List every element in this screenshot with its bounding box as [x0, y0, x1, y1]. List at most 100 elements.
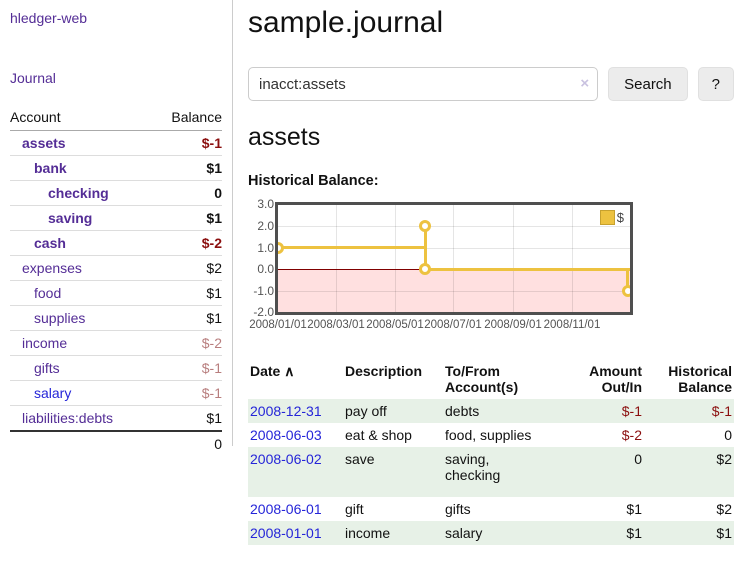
account-link-supplies[interactable]: supplies: [34, 310, 86, 326]
account-link-gifts[interactable]: gifts: [34, 360, 60, 376]
balance-header-line1: Historical: [668, 363, 732, 379]
register-header-accounts: To/From Account(s): [443, 359, 573, 399]
account-link-liabilities-debts[interactable]: liabilities:debts: [22, 410, 114, 426]
transaction-date-link[interactable]: 2008-06-01: [250, 501, 322, 517]
legend-label: $: [616, 210, 624, 225]
account-link-salary[interactable]: salary: [34, 385, 72, 401]
register-header-description: Description: [345, 363, 423, 379]
account-balance-bank: $1: [152, 155, 222, 181]
accounts-header-line2: Account(s): [445, 379, 519, 395]
chart-legend: $: [599, 210, 624, 225]
x-tick-label: 2008/01/01: [249, 319, 307, 331]
transaction-amount: $-2: [621, 427, 642, 443]
data-point-marker: [622, 285, 630, 297]
transaction-amount: 0: [573, 447, 644, 497]
account-row-saving: saving $1: [10, 205, 222, 231]
y-tick-label: -1.0: [253, 284, 274, 298]
x-tick-label: 2008/05/01: [366, 319, 424, 331]
gridline: [278, 248, 630, 249]
accounts-total-row: 0: [10, 430, 222, 456]
register-row: 2008-06-03 eat & shop food, supplies $-2…: [248, 423, 734, 447]
transaction-amount: $1: [573, 521, 644, 545]
account-balance-income: $-2: [152, 330, 222, 356]
account-row-liabilities-debts: liabilities:debts $1: [10, 405, 222, 431]
clear-search-icon[interactable]: ×: [580, 75, 590, 92]
register-row: 2008-06-01 gift gifts $1 $2: [248, 497, 734, 521]
accounts-header-line1: To/From: [445, 363, 500, 379]
account-row-expenses: expenses $2: [10, 255, 222, 281]
account-row-supplies: supplies $1: [10, 305, 222, 331]
register-header-date[interactable]: Date ∧: [248, 359, 343, 399]
account-balance-food: $1: [152, 280, 222, 306]
register-table: Date ∧ Description To/From Account(s) Am…: [248, 359, 734, 545]
account-link-food[interactable]: food: [34, 285, 62, 301]
sidebar: hledger-web Journal Account Balance asse…: [0, 0, 233, 456]
transaction-date-link[interactable]: 2008-06-02: [250, 451, 322, 467]
sidebar-item-journal[interactable]: Journal: [10, 70, 56, 86]
amount-header-line1: Amount: [589, 363, 642, 379]
transaction-description: gift: [345, 501, 364, 517]
account-row-gifts: gifts $-1: [10, 355, 222, 381]
balance-header-line2: Balance: [678, 379, 732, 395]
accounts-header-row: Account Balance: [10, 104, 222, 131]
data-point-marker: [419, 263, 431, 275]
transaction-amount: $-1: [573, 399, 644, 423]
account-balance-assets: $-1: [201, 135, 222, 151]
transaction-balance: $2: [716, 501, 732, 517]
chart-heading: Historical Balance:: [248, 173, 379, 189]
accounts-header-balance: Balance: [152, 104, 222, 131]
series-segment: [626, 268, 629, 294]
x-tick-label: 2008/09/01: [484, 319, 542, 331]
accounts-total-value: 0: [152, 430, 222, 456]
legend-swatch-icon: [599, 210, 615, 225]
account-link-cash[interactable]: cash: [34, 235, 66, 251]
data-point-marker: [419, 220, 431, 232]
account-balance-liabilities-debts: $1: [152, 405, 222, 431]
account-link-assets[interactable]: assets: [22, 135, 66, 151]
transaction-date-link[interactable]: 2008-06-03: [250, 427, 322, 443]
transaction-accounts: saving, checking: [443, 447, 573, 497]
account-heading: assets: [248, 123, 321, 151]
chart-plot-area: $: [275, 202, 633, 315]
account-row-cash: cash $-2: [10, 230, 222, 256]
account-balance-salary: $-1: [152, 380, 222, 406]
help-button[interactable]: ?: [697, 67, 734, 101]
negative-region: [278, 270, 630, 312]
y-tick-label: 0.0: [257, 262, 274, 276]
account-link-expenses[interactable]: expenses: [22, 260, 82, 276]
account-balance-cash: $-2: [152, 230, 222, 256]
account-link-checking[interactable]: checking: [48, 185, 109, 201]
account-balance-expenses: $2: [152, 255, 222, 281]
search-input[interactable]: [248, 67, 599, 101]
account-link-saving[interactable]: saving: [48, 210, 93, 226]
account-link-income[interactable]: income: [22, 335, 68, 351]
gridline: [336, 205, 337, 312]
account-row-checking: checking 0: [10, 180, 222, 206]
transaction-accounts: food, supplies: [445, 427, 532, 443]
register-row: 2008-06-02 save saving, checking 0 $2: [248, 447, 734, 497]
transaction-accounts: debts: [443, 399, 573, 423]
account-row-assets: assets $-1: [10, 131, 222, 156]
transaction-date-link[interactable]: 2008-12-31: [250, 403, 322, 419]
amount-header-line2: Out/In: [601, 379, 642, 395]
account-link-bank[interactable]: bank: [34, 160, 67, 176]
transaction-date-link[interactable]: 2008-01-01: [250, 525, 322, 541]
register-header-row: Date ∧ Description To/From Account(s) Am…: [248, 359, 734, 399]
gridline: [513, 205, 514, 312]
search-button[interactable]: Search: [608, 67, 688, 101]
transaction-balance: $2: [644, 447, 734, 497]
gridline: [395, 205, 396, 312]
app-brand-link[interactable]: hledger-web: [10, 10, 88, 26]
y-tick-label: 3.0: [257, 197, 274, 211]
account-balance-gifts: $-1: [152, 355, 222, 381]
account-balance-saving: $1: [152, 205, 222, 231]
register-row: 2008-12-31 pay off debts $-1 $-1: [248, 399, 734, 423]
x-tick-label: 2008/07/01: [424, 319, 482, 331]
main-content: sample.journal × Search ? assets Histori…: [248, 0, 734, 545]
gridline: [572, 205, 573, 312]
series-segment: [424, 268, 630, 271]
transaction-amount: $1: [626, 501, 642, 517]
page-title: sample.journal: [248, 6, 444, 39]
x-tick-label: 2008/03/01: [307, 319, 365, 331]
transaction-description: eat & shop: [345, 427, 412, 443]
